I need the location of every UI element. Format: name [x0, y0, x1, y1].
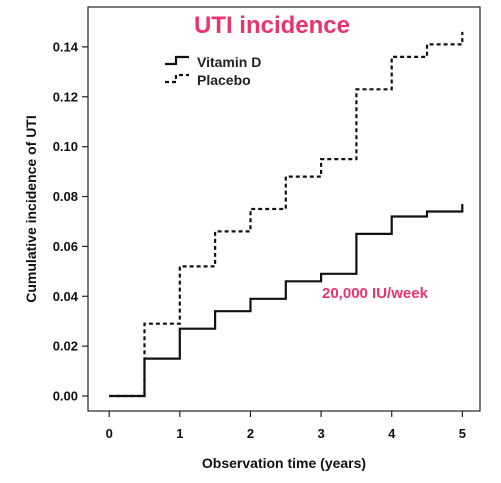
y-tick-label: 0.10 — [53, 139, 78, 154]
x-tick-label: 1 — [176, 426, 183, 441]
x-tick-label: 5 — [459, 426, 466, 441]
x-tick-label: 3 — [317, 426, 324, 441]
y-tick-label: 0.06 — [53, 239, 78, 254]
y-tick-label: 0.14 — [53, 39, 79, 54]
plot-frame — [87, 6, 481, 412]
series-layer — [109, 31, 464, 398]
legend-swatch-vitamin-d — [165, 55, 189, 66]
y-tick-label: 0.04 — [53, 289, 79, 304]
x-axis-title: Observation time (years) — [202, 455, 366, 471]
legend-label-vitamin-d: Vitamin D — [197, 54, 261, 70]
x-tick-label: 0 — [106, 426, 113, 441]
legend: Vitamin D Placebo — [165, 54, 261, 88]
legend-label-placebo: Placebo — [197, 72, 251, 88]
series-line-placebo — [109, 31, 464, 398]
x-tick-label: 4 — [388, 426, 396, 441]
y-tick-label: 0.00 — [53, 389, 78, 404]
annotation-dose: 20,000 IU/week — [322, 285, 429, 302]
x-tick-label: 2 — [247, 426, 254, 441]
y-tick-label: 0.12 — [53, 89, 78, 104]
y-tick-label: 0.02 — [53, 339, 78, 354]
ticks-layer: 0 1 2 3 4 5 0.00 0.02 0.04 0.06 0.08 0.10 0.12 0.14 — [53, 39, 466, 441]
y-tick-label: 0.08 — [53, 189, 78, 204]
series-line-vitamin-d — [109, 204, 464, 398]
y-axis-title: Cumulative incidence of UTI — [23, 115, 39, 302]
chart-title: UTI incidence — [194, 12, 350, 39]
legend-swatch-placebo — [165, 73, 189, 84]
